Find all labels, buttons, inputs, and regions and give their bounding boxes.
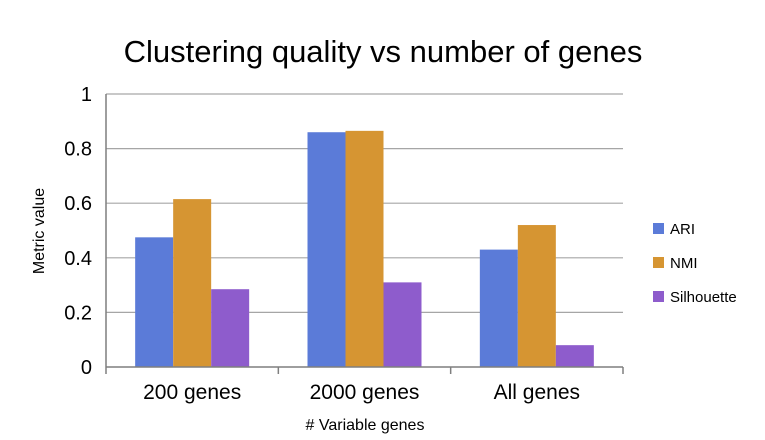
y-tick-label: 0 xyxy=(81,357,92,379)
bars xyxy=(135,130,594,367)
y-tick-label: 0.4 xyxy=(64,248,92,270)
bar-silhouette-0 xyxy=(211,289,250,367)
bar-nmi-0 xyxy=(173,199,212,367)
bar-silhouette-2 xyxy=(555,345,594,367)
bar-ari-0 xyxy=(135,237,174,367)
chart-title: Clustering quality vs number of genes xyxy=(124,34,643,69)
x-axis-ticks: 200 genes 2000 genes All genes xyxy=(105,367,624,404)
y-axis-label: Metric value xyxy=(31,188,48,274)
y-tick-label: 0.8 xyxy=(64,139,92,161)
y-axis-ticks: 0 0.2 0.4 0.6 0.8 1 xyxy=(64,84,92,379)
bar-nmi-1 xyxy=(345,130,384,367)
x-tick-label: All genes xyxy=(494,381,580,404)
legend-swatch-ari xyxy=(653,223,664,234)
y-tick-label: 1 xyxy=(81,84,92,106)
x-tick-label: 200 genes xyxy=(143,381,241,404)
legend-label-silhouette: Silhouette xyxy=(670,289,737,306)
y-tick-label: 0.2 xyxy=(64,302,92,324)
bar-ari-1 xyxy=(307,132,346,367)
x-tick-label: 2000 genes xyxy=(310,381,420,404)
bar-ari-2 xyxy=(479,249,518,367)
legend-label-ari: ARI xyxy=(670,221,695,238)
bar-silhouette-1 xyxy=(383,282,422,367)
bar-nmi-2 xyxy=(517,225,556,367)
x-axis-label: # Variable genes xyxy=(306,417,425,434)
legend-swatch-nmi xyxy=(653,257,664,268)
legend-swatch-silhouette xyxy=(653,291,664,302)
legend: ARI NMI Silhouette xyxy=(653,221,737,306)
legend-label-nmi: NMI xyxy=(670,255,698,272)
y-tick-label: 0.6 xyxy=(64,193,92,215)
